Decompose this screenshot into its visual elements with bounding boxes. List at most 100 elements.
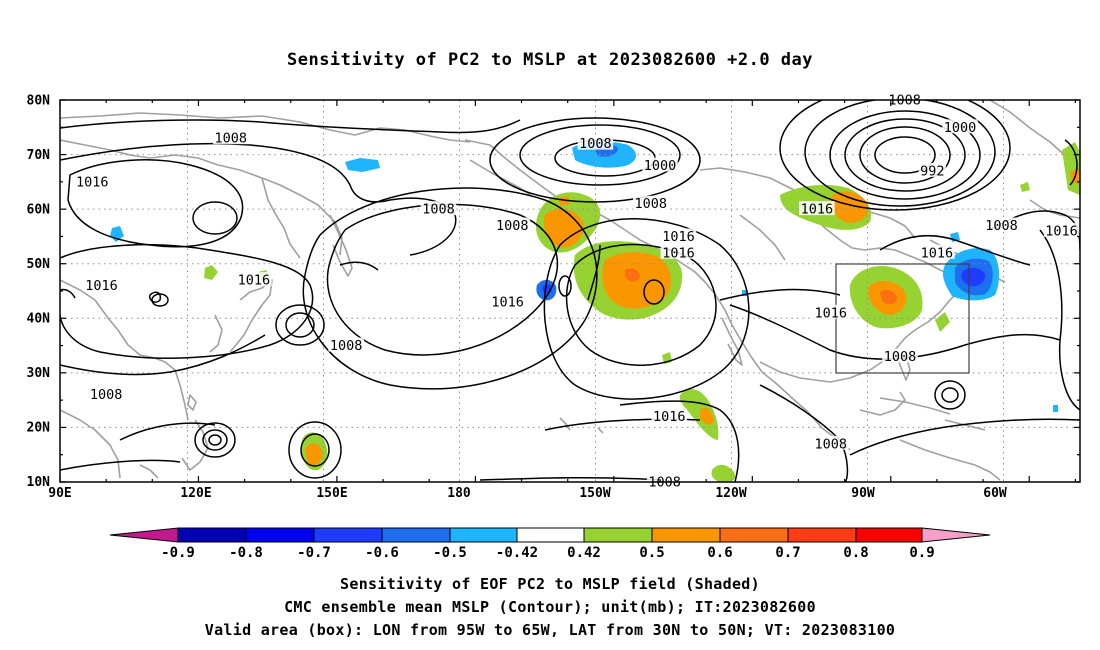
lat-tick-label: 80N (27, 94, 51, 109)
contour-label: 992 (920, 163, 944, 179)
colorbar-bin (855, 527, 923, 543)
lon-tick-label: 120W (715, 486, 746, 501)
colorbar-tick-label: -0.6 (365, 545, 399, 561)
shade-positive-low (204, 265, 218, 280)
colorbar-extend-low (109, 527, 179, 543)
colorbar-bin (449, 527, 518, 543)
contour-label-background (83, 277, 120, 292)
contour-label-background (420, 201, 457, 216)
contour-label-background (651, 408, 688, 423)
lon-tick-label: 90W (851, 486, 875, 501)
shade-positive-low (935, 312, 950, 332)
contour-label-background (646, 474, 683, 488)
contour-label: 1008 (985, 218, 1018, 234)
lat-tick-label: 30N (27, 366, 51, 381)
contour-label-background (74, 173, 111, 188)
colorbar-tick-label: 0.42 (567, 545, 601, 561)
caption-contour: CMC ensemble mean MSLP (Contour); unit(m… (284, 598, 816, 616)
contour-label: 1016 (491, 294, 524, 310)
contour-label: 1016 (1045, 223, 1078, 239)
contour-label: 1008 (90, 387, 123, 403)
caption-shading: Sensitivity of EOF PC2 to MSLP field (Sh… (340, 575, 760, 593)
contour-label-background (328, 337, 364, 352)
latitude-axis: 80N 70N 60N 50N 40N 30N 20N 10N (27, 94, 51, 491)
shade-positive-high (880, 290, 897, 305)
contour-label: 1008 (815, 436, 848, 452)
colorbar-tick-label: -0.8 (229, 545, 263, 561)
colorbar-tick-label: -0.42 (496, 545, 538, 561)
colorbar-tick-label: 0.9 (909, 545, 934, 561)
contour-label: 1016 (662, 229, 695, 245)
colorbar-tick-label: 0.6 (707, 545, 732, 561)
colorbar-bin (245, 527, 315, 543)
contour-label-background (919, 244, 955, 259)
contour-label-background (88, 386, 124, 401)
lon-tick-label: 120E (180, 486, 211, 501)
contour-label: 1016 (801, 202, 834, 218)
colorbar-tick-label: 0.8 (843, 545, 868, 561)
shade-positive-mid (700, 408, 714, 425)
lat-tick-label: 10N (27, 475, 51, 490)
colorbar-tick-label: 0.5 (639, 545, 664, 561)
contour-label: 1016 (85, 278, 118, 294)
contour-label-background (494, 217, 531, 232)
contour-label: 1008 (422, 202, 455, 218)
contour-label-background (212, 130, 249, 145)
colorbar-bin (651, 527, 721, 543)
contour-label-background (886, 92, 923, 106)
colorbar (109, 527, 991, 543)
contour-label-background (660, 244, 697, 259)
contour-label-background (812, 304, 849, 319)
contour-label: 1016 (653, 409, 686, 425)
contour-label-background (882, 348, 918, 363)
contour-label: 1008 (884, 349, 917, 365)
contour-label-background (642, 157, 678, 172)
contour-label: 1016 (76, 174, 109, 190)
caption-valid-area: Valid area (box): LON from 95W to 65W, L… (204, 621, 896, 639)
contour-label-background (236, 272, 272, 287)
shade-positive-mid (830, 191, 869, 223)
longitude-axis: 90E 120E 150E 180 150W 120W 90W 60W (48, 486, 1007, 501)
lon-tick-label: 60W (983, 486, 1007, 501)
contour-label-background (632, 195, 669, 210)
lon-tick-label: 180 (447, 486, 471, 501)
contour-label: 1008 (496, 218, 529, 234)
lat-tick-label: 40N (27, 312, 51, 327)
shade-positive-mid (305, 443, 323, 466)
shade-negative-low (345, 158, 380, 172)
colorbar-bin (381, 527, 451, 543)
contour-label: 1016 (662, 245, 695, 261)
lat-tick-label: 20N (27, 421, 51, 436)
contour-label-background (942, 119, 978, 134)
shade-negative-low (1053, 405, 1058, 412)
shade-negative-high (961, 267, 986, 287)
mslp-contours (60, 100, 1080, 482)
colorbar-bin (787, 527, 857, 543)
contour-label: 1008 (215, 131, 248, 147)
colorbar-bin (516, 527, 585, 543)
lon-tick-label: 150E (316, 486, 347, 501)
lon-tick-label: 90E (48, 486, 71, 501)
contour-label: 1016 (921, 245, 954, 261)
lon-tick-label: 150W (579, 486, 610, 501)
contour-label-background (983, 217, 1020, 232)
shade-positive-high (625, 268, 640, 282)
contour-label: 1016 (238, 273, 271, 289)
colorbar-bin (583, 527, 653, 543)
contour-label-background (489, 293, 526, 308)
shade-positive-low (711, 464, 736, 482)
lat-tick-label: 60N (27, 203, 51, 218)
contour-label: 1000 (944, 120, 977, 136)
contour-label: 1008 (330, 338, 363, 354)
contour-label-background (577, 135, 614, 150)
lat-tick-label: 50N (27, 257, 51, 272)
colorbar-tick-label: -0.5 (433, 545, 467, 561)
axis-ticks (59, 99, 1080, 483)
contour-label: 1000 (644, 158, 677, 174)
contour-label-background (660, 228, 697, 243)
contour-label-background (799, 201, 835, 216)
map-plot-area (60, 100, 1080, 482)
colorbar-extend-high (921, 527, 991, 543)
colorbar-bin (719, 527, 789, 543)
